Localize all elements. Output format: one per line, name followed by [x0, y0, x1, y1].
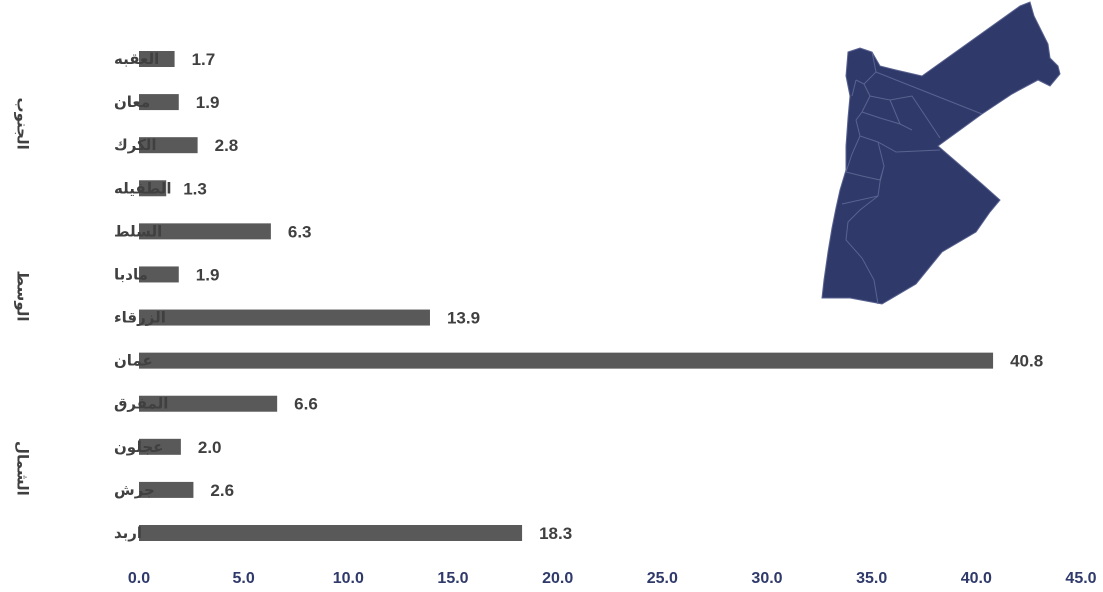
x-axis-tick-labels: 0.0 5.0 10.0 15.0 20.0 25.0 30.0 35.0 40.0 45.0: [128, 570, 1097, 587]
jordan-map-shape: [821, 1, 1061, 305]
category-label: الطفيله: [114, 179, 172, 197]
region-group-label: الشمال: [14, 441, 32, 496]
x-tick-label: 25.0: [647, 570, 678, 587]
bar: [139, 94, 179, 111]
value-labels: 18.3 2.6 2.0 6.6 40.8 13.9 1.9 6.3 1.3 2.8 1.9 1.7: [183, 50, 1043, 543]
category-label: الكرك: [114, 136, 157, 154]
category-label: عمان: [114, 352, 153, 370]
jordan-map-icon: [821, 1, 1061, 305]
x-tick-label: 0.0: [128, 570, 150, 587]
category-label: العقبه: [114, 50, 159, 68]
bar: [139, 352, 994, 369]
value-label: 1.9: [196, 93, 220, 112]
category-label: الزرقاء: [114, 309, 166, 327]
region-group-label: الوسط: [14, 271, 32, 322]
bar: [139, 395, 278, 412]
category-label: المفرق: [114, 395, 168, 413]
value-label: 1.9: [196, 265, 220, 284]
value-label: 40.8: [1010, 352, 1043, 371]
x-tick-label: 15.0: [437, 570, 468, 587]
category-label: معان: [114, 93, 150, 111]
bar: [139, 223, 271, 240]
bar: [139, 525, 523, 541]
value-label: 1.7: [192, 50, 216, 69]
value-label: 6.6: [294, 395, 318, 414]
bar: [139, 180, 167, 197]
bar: [139, 137, 198, 154]
category-labels: اربد جرش عجلون المفرق عمان الزرقاء مادبا السلط ا…: [114, 50, 172, 542]
value-label: 6.3: [288, 222, 312, 241]
bar: [139, 266, 179, 283]
bars-layer: [139, 51, 994, 541]
value-label: 1.3: [183, 179, 207, 198]
x-tick-label: 40.0: [961, 570, 992, 587]
x-tick-label: 45.0: [1065, 570, 1096, 587]
category-label: السلط: [114, 222, 162, 240]
x-tick-label: 20.0: [542, 570, 573, 587]
value-label: 2.0: [198, 438, 222, 457]
value-label: 13.9: [447, 309, 480, 328]
value-label: 2.6: [210, 481, 234, 500]
category-label: جرش: [114, 481, 155, 499]
region-group-labels: الشمال الوسط الجنوب: [14, 98, 32, 496]
jordan-governorate-borders: [841, 51, 983, 305]
bar: [139, 51, 175, 67]
region-group-label: الجنوب: [14, 98, 32, 150]
bar: [139, 438, 181, 455]
bar: [139, 309, 430, 326]
x-tick-label: 5.0: [233, 570, 255, 587]
category-label: عجلون: [114, 438, 163, 456]
bar: [139, 481, 194, 498]
value-label: 2.8: [215, 136, 239, 155]
category-label: اربد: [114, 524, 142, 542]
category-label: مادبا: [114, 265, 148, 283]
x-tick-label: 35.0: [856, 570, 887, 587]
x-tick-label: 30.0: [751, 570, 782, 587]
value-label: 18.3: [539, 524, 572, 543]
x-tick-label: 10.0: [333, 570, 364, 587]
